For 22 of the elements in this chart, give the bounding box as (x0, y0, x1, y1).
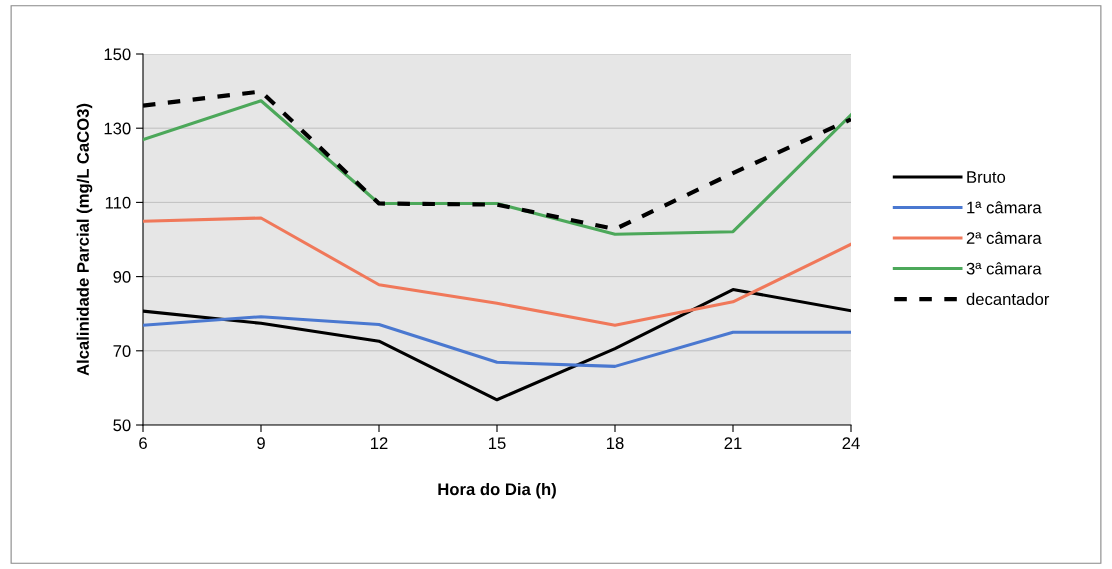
y-tick-label: 130 (104, 122, 131, 135)
x-tick-label: 21 (724, 437, 742, 449)
legend-label: 1ª câmara (967, 201, 1042, 214)
legend-label: Bruto (967, 171, 1006, 183)
y-tick-label: 150 (104, 48, 131, 61)
y-tick-label: 110 (105, 196, 131, 209)
x-tick-label: 18 (607, 437, 624, 450)
x-tick-label: 24 (842, 437, 860, 449)
x-tick-label: 6 (139, 437, 147, 450)
line-series (143, 216, 851, 327)
line-series (143, 315, 851, 368)
x-axis-title: Hora do Dia (h) (438, 482, 556, 499)
legend-label: 3ª câmara (966, 262, 1042, 275)
legend-label: decantador (966, 292, 1050, 306)
legend-label: 2ª câmara (966, 231, 1042, 244)
x-tick-label: 15 (489, 437, 506, 450)
y-axis-title: Alcalinidade Parcial (mg/L CaCO3) (76, 103, 93, 376)
y-tick-label: 50 (113, 419, 131, 432)
y-tick-label: 90 (113, 271, 131, 283)
x-tick-label: 9 (257, 437, 265, 450)
x-tick-label: 12 (371, 437, 388, 449)
y-tick-label: 70 (113, 345, 131, 357)
